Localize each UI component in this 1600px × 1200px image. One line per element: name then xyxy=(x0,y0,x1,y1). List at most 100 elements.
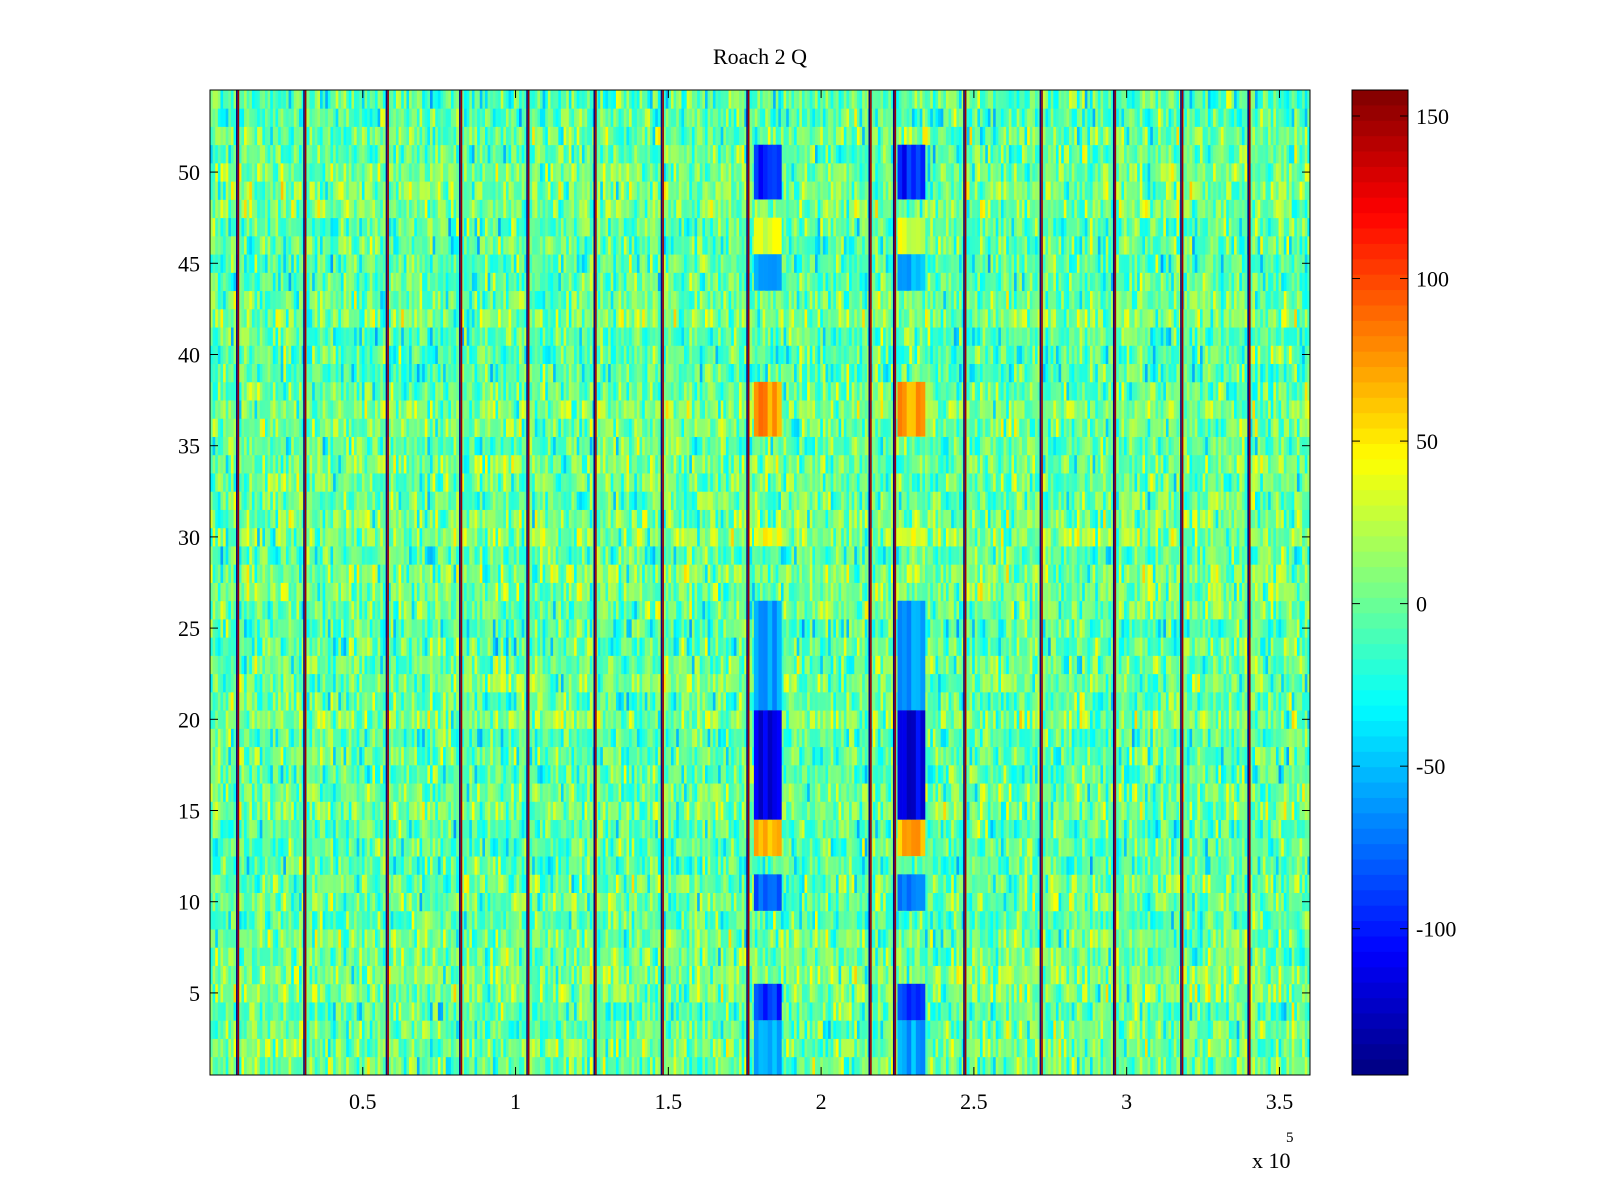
heatmap-cell xyxy=(1205,1020,1209,1039)
heatmap-cell xyxy=(398,983,402,1003)
heatmap-cell xyxy=(1045,1038,1049,1058)
heatmap-cell xyxy=(1165,874,1169,893)
heatmap-cell xyxy=(1124,965,1128,985)
heatmap-cell xyxy=(516,1038,520,1058)
heatmap-cell xyxy=(634,874,638,893)
heatmap-cell xyxy=(846,856,850,875)
heatmap-cell xyxy=(1176,910,1180,930)
heatmap-cell xyxy=(841,947,845,966)
heatmap-cell xyxy=(443,892,447,912)
heatmap-cell xyxy=(587,1020,591,1039)
heatmap-cell xyxy=(513,1056,517,1076)
heatmap-cell xyxy=(935,1056,939,1076)
heatmap-cell xyxy=(505,910,509,930)
heatmap-cell xyxy=(390,983,394,1003)
heatmap-cell xyxy=(1032,856,1036,875)
heatmap-cell xyxy=(676,1002,680,1021)
heatmap-cell xyxy=(312,965,316,985)
heatmap-cell xyxy=(521,983,525,1003)
heatmap-cell xyxy=(1173,1020,1177,1039)
heatmap-cell xyxy=(369,929,373,948)
heatmap-cell xyxy=(524,1020,528,1039)
heatmap-cell xyxy=(1027,965,1031,985)
heatmap-cell xyxy=(217,965,221,985)
heatmap-cell xyxy=(597,892,601,912)
heatmap-cell xyxy=(987,910,991,930)
heatmap-cell xyxy=(1003,874,1007,893)
heatmap-cell xyxy=(1087,965,1091,985)
heatmap-cell xyxy=(359,983,363,1003)
heatmap-cell xyxy=(1082,983,1086,1003)
heatmap-cell xyxy=(817,910,821,930)
heatmap-cell xyxy=(888,910,892,930)
heatmap-cell xyxy=(1058,947,1062,966)
heatmap-cell xyxy=(1066,1038,1070,1058)
heatmap-cell xyxy=(1260,947,1264,966)
heatmap-cell xyxy=(1035,1056,1039,1076)
heatmap-cell xyxy=(602,1002,606,1021)
heatmap-cell xyxy=(794,892,798,912)
heatmap-cell xyxy=(351,1038,355,1058)
heatmap-cell xyxy=(1236,1002,1240,1021)
heatmap-cell xyxy=(1087,856,1091,875)
heatmap-cell xyxy=(301,856,305,875)
heatmap-cell xyxy=(1200,1038,1204,1058)
heatmap-cell xyxy=(1142,874,1146,893)
heatmap-cell xyxy=(419,874,423,893)
heatmap-cell xyxy=(951,929,955,948)
heatmap-cell xyxy=(1118,1020,1122,1039)
heatmap-cell xyxy=(780,929,784,948)
heatmap-cell xyxy=(1050,965,1054,985)
heatmap-cell xyxy=(930,1056,934,1076)
heatmap-cell xyxy=(1197,874,1201,893)
heatmap-cell xyxy=(1226,1038,1230,1058)
heatmap-cell xyxy=(875,1056,879,1076)
heatmap-cell xyxy=(854,874,858,893)
heatmap-cell xyxy=(532,910,536,930)
heatmap-cell xyxy=(956,1020,960,1039)
heatmap-cell xyxy=(932,947,936,966)
heatmap-cell xyxy=(945,1038,949,1058)
heatmap-cell xyxy=(833,983,837,1003)
heatmap-cell xyxy=(393,929,397,948)
heatmap-cell xyxy=(815,983,819,1003)
heatmap-cell xyxy=(1134,910,1138,930)
heatmap-cell xyxy=(500,874,504,893)
heatmap-cell xyxy=(639,856,643,875)
heatmap-cell xyxy=(815,1002,819,1021)
heatmap-cell xyxy=(642,856,646,875)
heatmap-cell xyxy=(278,1038,282,1058)
heatmap-cell xyxy=(1281,1056,1285,1076)
heatmap-cell xyxy=(1152,910,1156,930)
heatmap-cell xyxy=(605,983,609,1003)
heatmap-cell xyxy=(372,910,376,930)
heatmap-cell xyxy=(314,874,318,893)
heatmap-cell xyxy=(1304,947,1308,966)
heatmap-cell xyxy=(351,983,355,1003)
heatmap-cell xyxy=(1076,929,1080,948)
heatmap-cell xyxy=(1090,1002,1094,1021)
heatmap-cell xyxy=(629,874,633,893)
heatmap-cell xyxy=(537,947,541,966)
heatmap-cell xyxy=(849,929,853,948)
heatmap-cell xyxy=(511,965,515,985)
heatmap-cell xyxy=(456,910,460,930)
heatmap-cell xyxy=(542,856,546,875)
heatmap-cell xyxy=(1032,910,1036,930)
heatmap-cell xyxy=(244,965,248,985)
heatmap-cell xyxy=(351,874,355,893)
heatmap-cell xyxy=(1158,874,1162,893)
heatmap-cell xyxy=(919,856,923,875)
heatmap-cell xyxy=(626,947,630,966)
heatmap-cell xyxy=(1160,947,1164,966)
heatmap-cell xyxy=(1155,1020,1159,1039)
heatmap-cell xyxy=(1032,929,1036,948)
heatmap-cell xyxy=(705,1038,709,1058)
heatmap-cell xyxy=(838,1038,842,1058)
heatmap-cell xyxy=(712,965,716,985)
heatmap-cell xyxy=(1226,892,1230,912)
heatmap-cell xyxy=(642,874,646,893)
heatmap-cell xyxy=(791,910,795,930)
heatmap-cell xyxy=(715,929,719,948)
heatmap-cell xyxy=(1150,947,1154,966)
